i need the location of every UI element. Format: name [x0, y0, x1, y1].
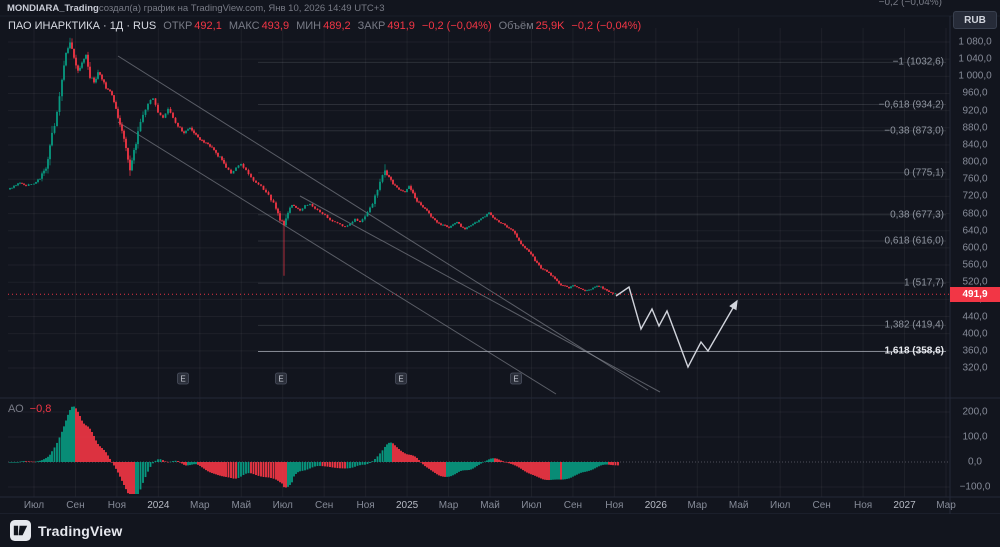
last-price-badge: 491,9 [950, 287, 1000, 302]
price-tick-label: 920,0 [962, 105, 988, 117]
price-tick-label: 440,0 [962, 311, 988, 323]
close-value: 491,9 [387, 20, 415, 32]
open-value: 492,1 [194, 20, 222, 32]
time-axis-label: Сен [315, 500, 334, 511]
price-tick-label: 720,0 [962, 190, 988, 202]
svg-text:E: E [513, 375, 518, 384]
time-axis-label: Июл [770, 500, 791, 511]
ao-indicator-value: −0,8 [29, 403, 52, 415]
close-field: ЗАКР 491,9 [358, 20, 415, 32]
low-value: 489,2 [323, 20, 351, 32]
volume-change-value: −0,2 (−0,04%) [571, 20, 642, 32]
price-tick-label: 1 040,0 [958, 53, 992, 65]
price-tick-label: 840,0 [962, 139, 988, 151]
ao-tick-label: 100,0 [962, 431, 988, 443]
time-axis-label: Ноя [605, 500, 624, 511]
time-axis-label: Май [231, 500, 252, 511]
svg-text:E: E [278, 375, 283, 384]
time-axis-label: Сен [812, 500, 831, 511]
high-label: МАКС [228, 20, 260, 32]
time-axis-label: Май [480, 500, 500, 511]
time-axis-label: Май [728, 500, 749, 511]
price-tick-label: 360,0 [962, 345, 988, 357]
time-axis[interactable]: Июл Сен Ноя 2024 Мар Май Июл Сен Ноя 2025 Мар Май Ию… [0, 497, 956, 514]
svg-text:E: E [180, 375, 185, 384]
attribution-text: создал(а) график на TradingView.com, Янв… [98, 2, 385, 14]
time-axis-label: Ноя [107, 500, 127, 511]
price-tick-label: 1 080,0 [958, 36, 992, 48]
time-axis-label: Сен [563, 500, 583, 511]
attribution-bar: MONDIARA_Trading создал(а) график на Tra… [0, 0, 1000, 16]
volume-label: Объём [498, 20, 534, 32]
time-axis-label: 2024 [147, 500, 170, 511]
time-axis-label: Мар [438, 500, 459, 511]
bottom-bar: TradingView [0, 514, 1000, 547]
time-axis-label: Июл [23, 500, 45, 511]
close-label: ЗАКР [357, 20, 386, 32]
ao-indicator-legend[interactable]: АО −0,8 [8, 403, 51, 415]
time-axis-label: Июл [521, 500, 542, 511]
price-axis[interactable]: 1 080,0 1 040,0 1 000,0 960,0 920,0 880,0 840,… [950, 16, 1000, 514]
time-axis-label: Мар [936, 500, 956, 511]
volume-field: Объём 25,9K [499, 20, 565, 32]
time-axis-label: Мар [190, 500, 210, 511]
time-axis-label: 2025 [395, 500, 419, 511]
series-legend[interactable]: ПАО ИНАРКТИКА · 1Д · RUS ОТКР 492,1 МАКС 4… [8, 20, 641, 32]
ao-indicator-label: АО [8, 403, 24, 415]
price-tick-label: 560,0 [962, 259, 988, 271]
ao-tick-label: −100,0 [959, 481, 991, 493]
high-field: МАКС 493,9 [229, 20, 289, 32]
price-tick-label: 1 000,0 [958, 70, 992, 82]
currency-button[interactable]: RUB [953, 11, 997, 29]
open-label: ОТКР [163, 20, 193, 32]
price-tick-label: 880,0 [962, 122, 988, 134]
price-tick-label: 400,0 [962, 328, 988, 340]
low-field: МИН 489,2 [296, 20, 351, 32]
price-tick-label: 760,0 [962, 173, 988, 185]
time-axis-label: Июл [272, 500, 293, 511]
time-axis-label: Ноя [356, 500, 375, 511]
tradingview-logo-icon[interactable] [10, 520, 31, 541]
volume-value: 25,9K [535, 20, 565, 32]
price-tick-label: 640,0 [962, 225, 988, 237]
price-tick-label: 800,0 [962, 156, 988, 168]
price-tick-label: 680,0 [962, 208, 988, 220]
change-value: −0,2 (−0,04%) [421, 20, 492, 32]
price-tick-label: 960,0 [962, 87, 988, 99]
time-axis-label: Мар [687, 500, 708, 511]
clipped-change-label: −0,2 (−0,04%) [878, 0, 942, 8]
time-axis-label: 2026 [644, 500, 667, 511]
low-label: МИН [296, 20, 322, 32]
open-field: ОТКР 492,1 [163, 20, 222, 32]
tradingview-logo-text[interactable]: TradingView [38, 522, 123, 539]
ao-tick-label: 200,0 [962, 406, 988, 418]
price-tick-label: 320,0 [962, 362, 988, 374]
symbol-description[interactable]: ПАО ИНАРКТИКА · 1Д · RUS [8, 20, 157, 32]
svg-text:E: E [398, 375, 403, 384]
price-tick-label: 600,0 [962, 242, 988, 254]
ao-tick-label: 0,0 [968, 456, 982, 468]
time-axis-label: Сен [66, 500, 85, 511]
attribution-author: MONDIARA_Trading [7, 2, 99, 14]
time-axis-label: Ноя [853, 500, 873, 511]
time-axis-label: 2027 [893, 500, 916, 511]
high-value: 493,9 [261, 20, 290, 32]
price-tick-label: 520,0 [962, 276, 988, 288]
